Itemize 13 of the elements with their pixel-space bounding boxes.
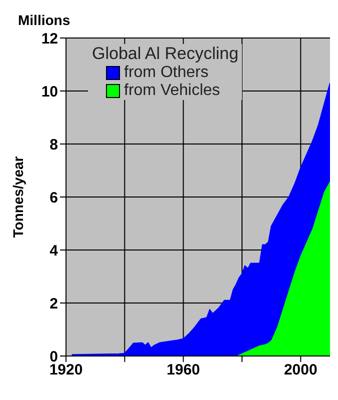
y-tick-label: 12 — [41, 30, 58, 48]
y-axis-title: Tonnes/year — [10, 156, 26, 238]
legend-label: from Vehicles — [124, 82, 220, 100]
chart-title: Global Al Recycling — [92, 44, 238, 64]
y-tick-label: 4 — [50, 242, 59, 260]
x-tick-label: 1960 — [166, 362, 200, 379]
x-tick-label: 2000 — [284, 362, 318, 379]
legend-label: from Others — [124, 64, 208, 82]
y-tick-label: 10 — [41, 83, 58, 100]
y-tick-label: 8 — [50, 136, 58, 154]
y-tick-label: 2 — [50, 295, 58, 312]
y-tick-label: 6 — [50, 189, 58, 206]
text: Millions — [18, 12, 70, 28]
